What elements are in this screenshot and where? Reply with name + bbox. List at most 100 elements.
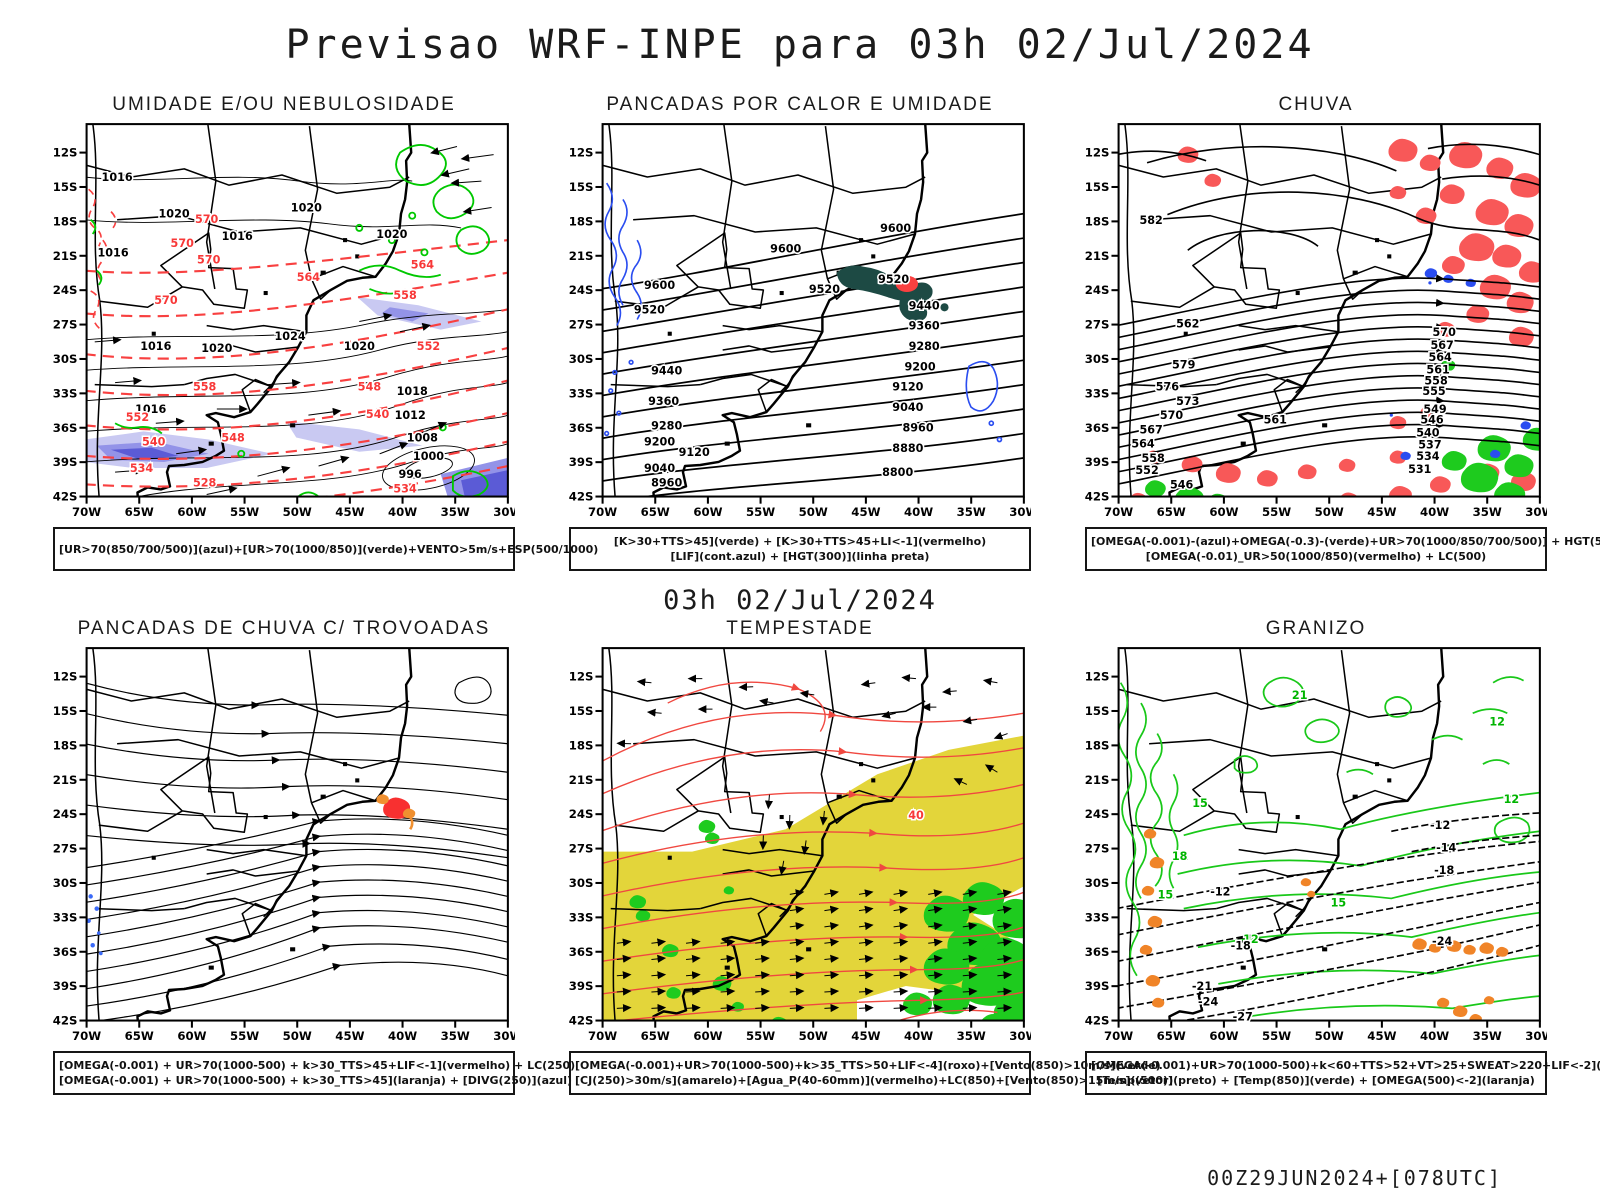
panel-trovoadas: PANCADAS DE CHUVA C/ TROVOADAS	[53, 618, 575, 1095]
svg-text:9520: 9520	[809, 283, 840, 296]
mid-date-label: 03h 02/Jul/2024	[663, 585, 937, 616]
svg-text:15: 15	[1158, 888, 1174, 901]
svg-text:15S: 15S	[1085, 180, 1109, 194]
svg-text:18S: 18S	[569, 738, 593, 752]
svg-text:558: 558	[193, 381, 217, 394]
svg-text:15: 15	[1331, 897, 1347, 910]
svg-text:537: 537	[1418, 439, 1441, 452]
svg-text:1020: 1020	[159, 208, 190, 221]
svg-text:-14: -14	[1436, 842, 1456, 855]
svg-text:50W: 50W	[1315, 505, 1344, 519]
svg-text:9200: 9200	[644, 436, 675, 449]
svg-text:570: 570	[1160, 409, 1184, 422]
top-row: UMIDADE E/OU NEBULOSIDADE	[0, 94, 1600, 571]
svg-text:12: 12	[1504, 793, 1520, 806]
svg-text:30W: 30W	[493, 1029, 515, 1043]
svg-text:40W: 40W	[1420, 505, 1449, 519]
svg-text:1020: 1020	[344, 340, 375, 353]
svg-text:65W: 65W	[125, 1029, 154, 1043]
svg-text:18S: 18S	[1085, 738, 1109, 752]
svg-text:40W: 40W	[904, 505, 933, 519]
svg-text:555: 555	[1422, 385, 1445, 398]
svg-text:549: 549	[1423, 403, 1447, 416]
svg-text:9600: 9600	[770, 242, 801, 255]
svg-text:55W: 55W	[746, 505, 775, 519]
svg-text:552: 552	[1135, 464, 1158, 477]
svg-text:45W: 45W	[851, 1029, 880, 1043]
svg-text:42S: 42S	[1085, 1014, 1109, 1028]
svg-text:70W: 70W	[588, 1029, 617, 1043]
svg-text:-21: -21	[1192, 980, 1212, 993]
svg-text:12S: 12S	[1085, 670, 1109, 684]
svg-text:-12: -12	[1210, 885, 1230, 898]
svg-text:1016: 1016	[140, 340, 171, 353]
svg-text:42S: 42S	[53, 1014, 77, 1028]
svg-text:573: 573	[1176, 395, 1199, 408]
svg-text:70W: 70W	[72, 1029, 101, 1043]
svg-text:-24: -24	[1198, 995, 1218, 1008]
svg-text:30S: 30S	[53, 352, 77, 366]
svg-text:9280: 9280	[651, 419, 682, 432]
svg-text:36S: 36S	[53, 945, 77, 959]
svg-text:1016: 1016	[97, 246, 128, 259]
svg-text:27S: 27S	[1085, 842, 1109, 856]
svg-text:8960: 8960	[902, 421, 933, 434]
svg-text:1016: 1016	[102, 171, 133, 184]
svg-text:65W: 65W	[1157, 1029, 1186, 1043]
svg-text:531: 531	[1408, 463, 1432, 476]
svg-text:21S: 21S	[1085, 249, 1109, 263]
svg-text:27S: 27S	[1085, 318, 1109, 332]
bottom-row: PANCADAS DE CHUVA C/ TROVOADAS	[0, 618, 1600, 1095]
svg-text:15S: 15S	[53, 180, 77, 194]
caption-line: [UR>70(850/700/500)](azul)+[UR>70(1000/8…	[59, 542, 599, 556]
svg-text:1000: 1000	[413, 450, 444, 463]
svg-text:1020: 1020	[376, 228, 407, 241]
svg-text:30W: 30W	[1525, 1029, 1547, 1043]
panel-pancadas-calor: PANCADAS POR CALOR E UMIDADE	[569, 94, 1031, 571]
svg-text:33S: 33S	[569, 910, 593, 924]
svg-text:55W: 55W	[746, 1029, 775, 1043]
svg-text:39S: 39S	[53, 455, 77, 469]
caption-line: [LIF](cont.azul) + [HGT(300)](linha pret…	[670, 550, 930, 563]
svg-text:60W: 60W	[693, 505, 722, 519]
svg-text:564: 564	[297, 271, 321, 284]
svg-text:24S: 24S	[1085, 807, 1109, 821]
caption-trovoadas: [OMEGA(-0.001) + UR>70(1000-500) + k>30_…	[53, 1051, 575, 1095]
svg-text:567: 567	[1431, 339, 1454, 352]
svg-text:15S: 15S	[569, 704, 593, 718]
svg-text:27S: 27S	[569, 842, 593, 856]
svg-text:12S: 12S	[569, 146, 593, 160]
svg-text:9360: 9360	[909, 320, 940, 333]
svg-text:35W: 35W	[957, 505, 986, 519]
caption-line: [OMEGA(-0.001) + UR>70(1000-500) + k>30_…	[59, 1074, 573, 1087]
svg-text:534: 534	[393, 482, 417, 495]
svg-text:21: 21	[1292, 689, 1308, 702]
svg-text:39S: 39S	[569, 455, 593, 469]
svg-text:36S: 36S	[1085, 421, 1109, 435]
svg-text:1016: 1016	[222, 230, 253, 243]
svg-text:70W: 70W	[72, 505, 101, 519]
svg-text:1012: 1012	[395, 409, 426, 422]
svg-text:27S: 27S	[569, 318, 593, 332]
svg-text:564: 564	[411, 259, 435, 272]
svg-text:540: 540	[366, 408, 390, 421]
svg-text:-24: -24	[1432, 935, 1452, 948]
svg-text:18S: 18S	[53, 738, 77, 752]
svg-text:50W: 50W	[283, 505, 312, 519]
svg-text:576: 576	[1156, 381, 1180, 394]
svg-text:12S: 12S	[53, 670, 77, 684]
svg-text:558: 558	[393, 289, 417, 302]
svg-text:60W: 60W	[1209, 505, 1238, 519]
svg-text:534: 534	[1416, 450, 1440, 463]
page-title: Previsao WRF-INPE para 03h 02/Jul/2024	[285, 22, 1315, 68]
svg-text:8800: 8800	[882, 466, 913, 479]
svg-text:55W: 55W	[230, 1029, 259, 1043]
panel-umidade: UMIDADE E/OU NEBULOSIDADE	[53, 94, 599, 571]
svg-text:30S: 30S	[569, 876, 593, 890]
caption-line: [CJ(250)>30m/s](amarelo)+[Agua_P(40-60mm…	[575, 1074, 1174, 1087]
svg-text:540: 540	[1416, 427, 1440, 440]
